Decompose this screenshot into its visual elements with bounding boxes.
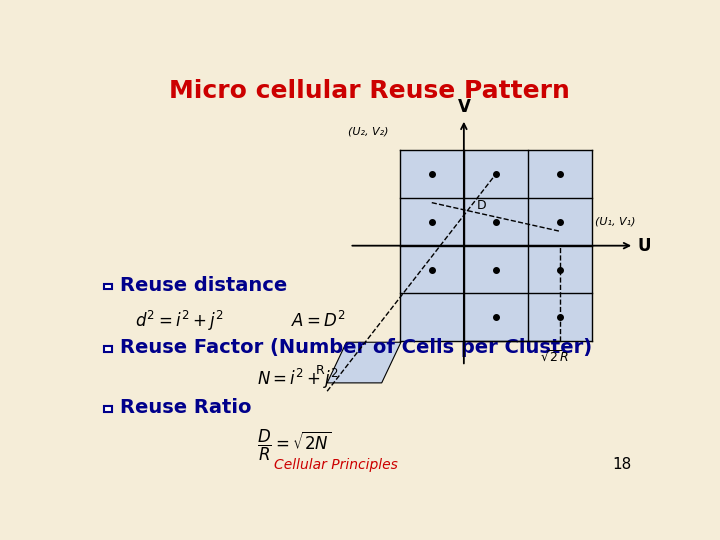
Text: (U₁, V₁): (U₁, V₁) (595, 217, 636, 227)
Text: $\sqrt{2}R$: $\sqrt{2}R$ (540, 349, 569, 365)
Text: 18: 18 (612, 457, 631, 472)
Text: Reuse distance: Reuse distance (120, 276, 287, 295)
Text: $N = i^2 + j^2$: $N = i^2 + j^2$ (258, 367, 339, 391)
Text: $d^2 = i^2 + j^2$: $d^2 = i^2 + j^2$ (135, 308, 223, 333)
Text: Micro cellular Reuse Pattern: Micro cellular Reuse Pattern (168, 79, 570, 103)
Text: Cellular Principles: Cellular Principles (274, 458, 397, 472)
Text: D: D (476, 199, 486, 212)
Text: U: U (638, 237, 652, 255)
Bar (104, 406, 112, 412)
Polygon shape (327, 342, 401, 383)
Bar (104, 284, 112, 289)
Text: Reuse Ratio: Reuse Ratio (120, 399, 251, 417)
Bar (104, 346, 112, 352)
Text: R: R (315, 364, 324, 377)
Text: V: V (457, 98, 470, 116)
Text: $A = D^2$: $A = D^2$ (291, 310, 346, 330)
Text: $\dfrac{D}{R} = \sqrt{2N}$: $\dfrac{D}{R} = \sqrt{2N}$ (258, 428, 331, 463)
Text: (U₂, V₂): (U₂, V₂) (348, 126, 389, 136)
Text: Reuse Factor (Number of Cells per Cluster): Reuse Factor (Number of Cells per Cluste… (120, 338, 592, 357)
